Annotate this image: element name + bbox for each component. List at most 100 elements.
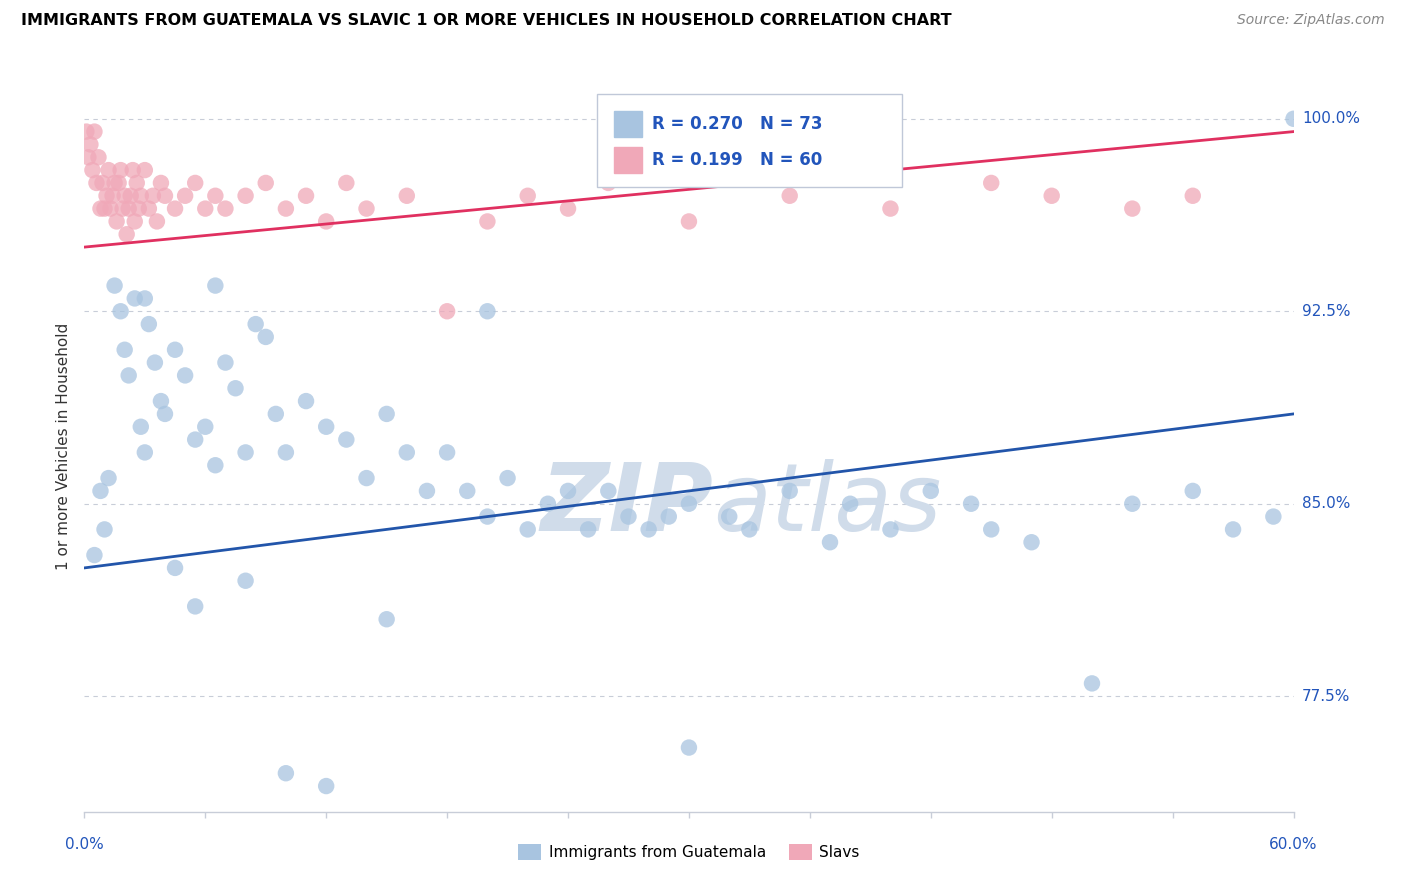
Point [879,202,901,216]
Point [598,483,620,498]
Point [960,497,983,511]
Point [204,188,226,202]
Point [1040,188,1063,202]
Point [235,445,257,459]
Point [184,433,207,447]
Point [96,188,118,202]
Point [477,214,499,228]
Point [245,317,267,331]
Point [165,561,187,575]
Point [225,381,247,395]
Point [184,176,207,190]
Text: IMMIGRANTS FROM GUATEMALA VS SLAVIC 1 OR MORE VEHICLES IN HOUSEHOLD CORRELATION : IMMIGRANTS FROM GUATEMALA VS SLAVIC 1 OR… [21,13,952,29]
Point [101,188,124,202]
Point [678,214,700,228]
Legend: Immigrants from Guatemala, Slavs: Immigrants from Guatemala, Slavs [512,838,866,866]
Text: 100.0%: 100.0% [1302,112,1360,127]
Point [980,176,1002,190]
Point [91,176,114,190]
Point [174,188,197,202]
Y-axis label: 1 or more Vehicles in Household: 1 or more Vehicles in Household [56,322,72,570]
Point [114,343,136,357]
Point [125,176,148,190]
Point [115,227,138,242]
Point [718,509,741,524]
Point [138,202,160,216]
Text: 92.5%: 92.5% [1302,304,1350,318]
Point [395,188,418,202]
Point [254,176,277,190]
Point [194,419,217,434]
Point [295,188,318,202]
Point [120,188,142,202]
Point [980,523,1002,537]
Point [107,176,129,190]
Point [1263,509,1285,524]
Point [97,471,120,485]
Point [146,214,169,228]
Point [416,483,439,498]
Point [89,483,111,498]
Point [839,497,862,511]
Text: R = 0.270   N = 73: R = 0.270 N = 73 [652,115,823,133]
Point [516,188,538,202]
Point [83,548,105,562]
Point [496,471,519,485]
Point [637,523,659,537]
Point [214,202,236,216]
Point [436,445,458,459]
Point [149,176,172,190]
Point [121,163,143,178]
Point [149,394,172,409]
Point [254,330,277,344]
Point [235,574,257,588]
Point [738,523,761,537]
Point [557,202,579,216]
Point [295,394,318,409]
Text: atlas: atlas [713,459,942,550]
Point [110,163,132,178]
Point [658,509,681,524]
Point [184,599,207,614]
Point [477,304,499,318]
Point [617,509,640,524]
Point [274,202,297,216]
Text: Source: ZipAtlas.com: Source: ZipAtlas.com [1237,13,1385,28]
Point [920,483,942,498]
Text: R = 0.199   N = 60: R = 0.199 N = 60 [652,151,823,169]
Point [97,163,120,178]
Point [110,304,132,318]
Point [356,202,378,216]
Point [100,202,122,216]
Point [82,163,104,178]
Point [153,188,176,202]
Point [516,523,538,537]
Point [105,214,128,228]
Point [134,292,156,306]
Point [375,407,398,421]
Point [77,150,100,164]
Point [124,214,146,228]
Text: 77.5%: 77.5% [1302,689,1350,704]
Point [174,368,197,383]
Point [779,188,801,202]
Point [779,483,801,498]
Point [1121,202,1143,216]
Point [118,202,141,216]
Point [315,214,337,228]
Point [104,278,127,293]
Point [356,471,378,485]
Point [315,419,337,434]
Point [83,125,105,139]
Point [1021,535,1043,549]
Point [456,483,478,498]
Point [194,202,217,216]
Point [104,176,127,190]
Point [129,188,152,202]
Point [335,176,357,190]
Point [114,188,136,202]
Point [477,509,499,524]
Text: 60.0%: 60.0% [1270,837,1317,852]
Point [142,188,165,202]
Point [576,523,599,537]
